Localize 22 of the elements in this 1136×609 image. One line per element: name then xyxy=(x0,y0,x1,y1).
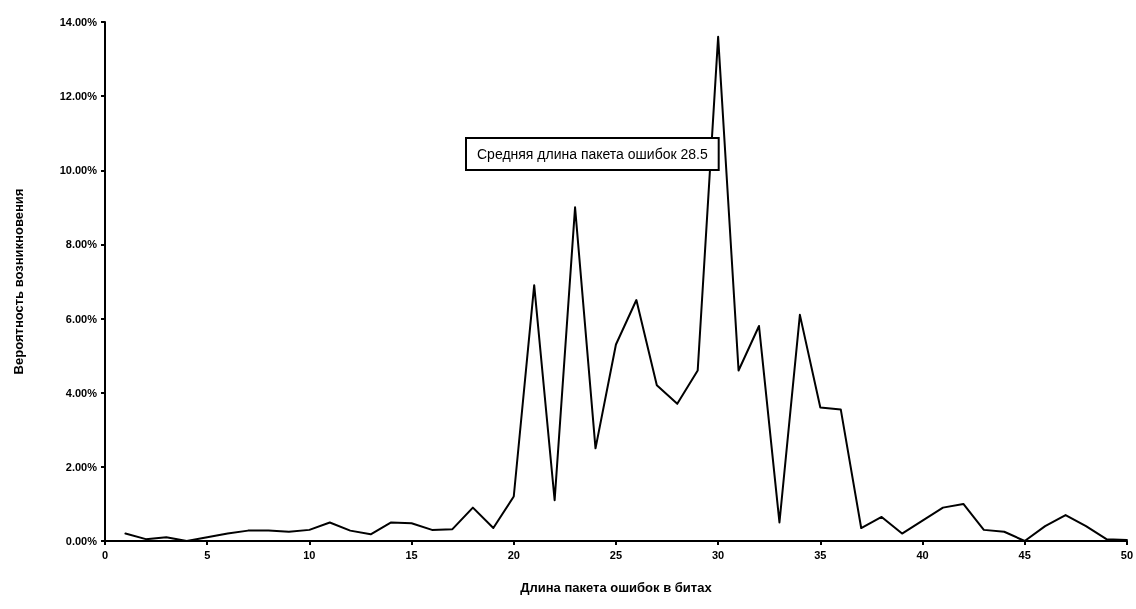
y-tick-label: 6.00% xyxy=(65,312,98,325)
y-axis-title: Вероятность возникновения xyxy=(11,188,26,375)
x-tick-label: 40 xyxy=(916,548,929,561)
y-tick-label: 14.00% xyxy=(59,16,98,28)
x-tick-label: 20 xyxy=(507,548,520,561)
x-tick-label: 35 xyxy=(814,548,827,561)
x-tick-label: 25 xyxy=(609,548,623,561)
x-tick-label: 5 xyxy=(204,548,211,561)
y-tick-label: 8.00% xyxy=(65,238,98,251)
y-tick-label: 0.00% xyxy=(65,535,98,547)
x-tick-label: 15 xyxy=(405,548,418,561)
x-axis-title: Длина пакета ошибок в битах xyxy=(520,580,713,595)
y-tick-label: 12.00% xyxy=(59,90,98,103)
y-tick-label: 10.00% xyxy=(59,164,98,177)
y-tick-label: 4.00% xyxy=(65,386,98,399)
x-tick-label: 45 xyxy=(1018,548,1031,561)
x-tick-label: 0 xyxy=(101,548,109,561)
y-tick-label: 2.00% xyxy=(65,460,98,473)
x-tick-label: 50 xyxy=(1120,548,1134,561)
x-tick-label: 30 xyxy=(712,548,725,561)
annotation: Средняя длина пакета ошибок 28.5 xyxy=(477,146,708,162)
x-tick-label: 10 xyxy=(303,548,316,561)
